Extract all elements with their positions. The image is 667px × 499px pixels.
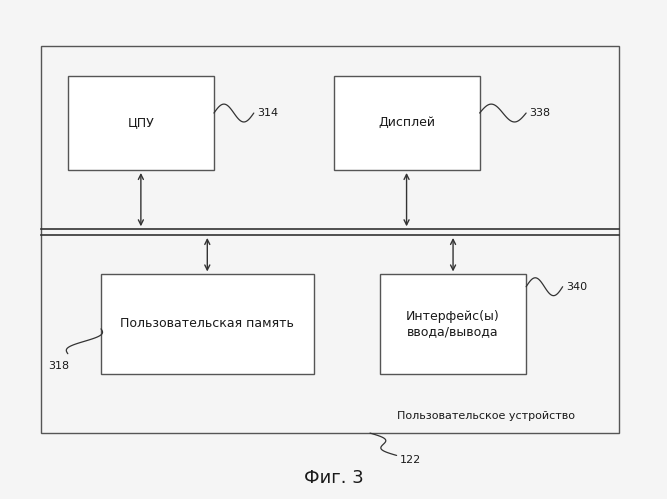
- Text: 122: 122: [400, 456, 421, 466]
- Text: Пользовательская память: Пользовательская память: [120, 317, 294, 330]
- Bar: [380, 274, 526, 374]
- Text: 340: 340: [566, 282, 587, 292]
- Text: 318: 318: [48, 361, 69, 371]
- Text: 338: 338: [530, 108, 550, 118]
- Bar: [334, 76, 480, 170]
- Text: Дисплей: Дисплей: [378, 116, 435, 129]
- Text: ЦПУ: ЦПУ: [127, 116, 154, 129]
- Bar: [101, 274, 313, 374]
- Text: Интерфейс(ы)
ввода/вывода: Интерфейс(ы) ввода/вывода: [406, 310, 500, 338]
- Text: Пользовательское устройство: Пользовательское устройство: [398, 411, 575, 421]
- Bar: [41, 46, 619, 433]
- Text: 314: 314: [257, 108, 278, 118]
- Bar: [68, 76, 214, 170]
- Text: Фиг. 3: Фиг. 3: [303, 469, 364, 487]
